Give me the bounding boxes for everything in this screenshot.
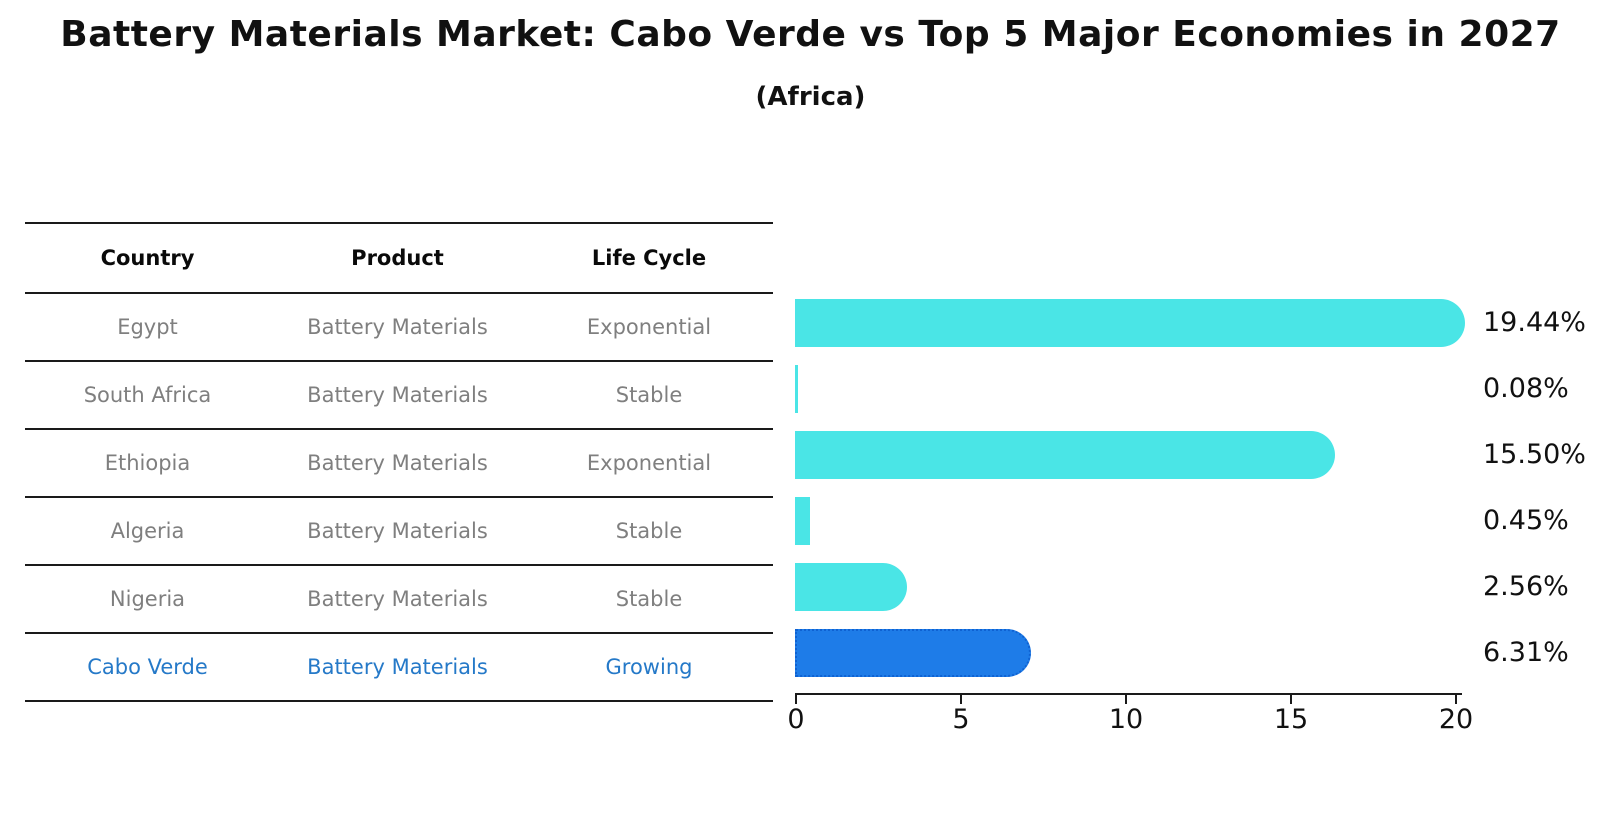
bar-egypt — [795, 299, 1465, 347]
table-cell-product: Battery Materials — [307, 383, 488, 407]
value-label-egypt: 19.44% — [1483, 307, 1586, 338]
table-row: South Africa Battery Materials Stable — [25, 360, 773, 428]
table-body: Egypt Battery Materials Exponential Sout… — [25, 292, 773, 702]
table-cell-life-cycle: Exponential — [586, 315, 712, 339]
x-tick-mark — [795, 695, 797, 704]
bar-algeria — [795, 497, 810, 545]
bar-nigeria — [795, 563, 908, 611]
column-header-life-cycle: Life Cycle — [591, 246, 707, 270]
table-header-row: Country Product Life Cycle — [25, 222, 773, 292]
table-cell-product: Battery Materials — [307, 519, 488, 543]
x-tick-label: 5 — [952, 704, 970, 735]
x-tick-mark — [960, 695, 962, 704]
column-header-product: Product — [351, 246, 444, 270]
table-cell-life-cycle: Growing — [605, 655, 693, 679]
table-row: Algeria Battery Materials Stable — [25, 496, 773, 564]
bar-ethiopia — [795, 431, 1335, 479]
table-cell-product: Battery Materials — [307, 315, 488, 339]
column-header-country: Country — [100, 246, 195, 270]
table-cell-country: Cabo Verde — [87, 655, 208, 679]
bar-highlight-cabo-verde — [795, 629, 1032, 677]
x-tick-label: 10 — [1108, 704, 1144, 735]
value-label-cabo-verde: 6.31% — [1483, 637, 1569, 668]
table-cell-life-cycle: Exponential — [586, 451, 712, 475]
x-tick-label: 15 — [1273, 704, 1309, 735]
value-label-nigeria: 2.56% — [1483, 571, 1569, 602]
table-row: Cabo Verde Battery Materials Growing — [25, 632, 773, 702]
value-label-ethiopia: 15.50% — [1483, 439, 1586, 470]
x-tick-mark — [1455, 695, 1457, 704]
table-cell-country: Nigeria — [109, 587, 186, 611]
table-cell-product: Battery Materials — [307, 451, 488, 475]
country-table: Country Product Life Cycle Egypt Battery… — [25, 222, 773, 702]
table-row: Ethiopia Battery Materials Exponential — [25, 428, 773, 496]
value-label-algeria: 0.45% — [1483, 505, 1569, 536]
x-tick-label: 0 — [787, 704, 805, 735]
table-cell-product: Battery Materials — [307, 655, 488, 679]
table-cell-country: Egypt — [117, 315, 178, 339]
x-tick-mark — [1125, 695, 1127, 704]
table-cell-life-cycle: Stable — [615, 587, 683, 611]
table-row: Egypt Battery Materials Exponential — [25, 292, 773, 360]
table-cell-country: Algeria — [110, 519, 185, 543]
chart-title: Battery Materials Market: Cabo Verde vs … — [60, 14, 1561, 55]
x-axis-line — [795, 693, 1462, 695]
x-tick-mark — [1290, 695, 1292, 704]
bar-south-africa — [795, 365, 798, 413]
table-cell-country: South Africa — [83, 383, 212, 407]
chart-subtitle: (Africa) — [755, 82, 866, 112]
table-row: Nigeria Battery Materials Stable — [25, 564, 773, 632]
value-label-south-africa: 0.08% — [1483, 373, 1569, 404]
table-cell-country: Ethiopia — [104, 451, 191, 475]
table-cell-life-cycle: Stable — [615, 383, 683, 407]
x-tick-label: 20 — [1438, 704, 1474, 735]
table-cell-product: Battery Materials — [307, 587, 488, 611]
table-cell-life-cycle: Stable — [615, 519, 683, 543]
